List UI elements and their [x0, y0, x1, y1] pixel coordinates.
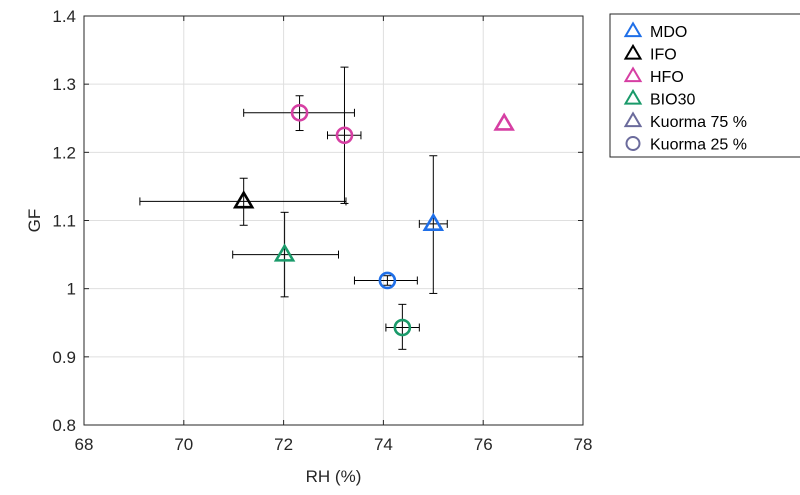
y-axis-label: GF — [25, 209, 44, 233]
legend: MDO IFO HFO BIO30 Kuorma 75 % Kuorma 25 % — [609, 13, 800, 158]
legend-marker-triangle — [623, 111, 643, 128]
legend-box — [609, 13, 800, 158]
legend-marker-triangle — [623, 88, 643, 105]
legend-marker-triangle — [623, 21, 643, 38]
y-tick-label: 1.3 — [52, 75, 76, 94]
x-tick-label: 76 — [474, 435, 493, 454]
y-tick-label: 1.4 — [52, 7, 76, 26]
data-point-bio30-circle — [393, 318, 412, 337]
y-tick-label: 1 — [67, 280, 76, 299]
data-point-bio30-triangle — [273, 243, 296, 262]
legend-label: MDO — [650, 24, 687, 41]
data-point-hfo-circle — [335, 126, 354, 145]
grid-lines — [83, 15, 584, 426]
y-tick-label: 1.2 — [52, 143, 76, 162]
y-tick-label: 0.9 — [52, 348, 76, 367]
legend-marker-triangle — [623, 66, 643, 83]
legend-marker-circle — [625, 136, 641, 151]
y-tick-label: 0.8 — [52, 416, 76, 435]
legend-label: IFO — [650, 47, 677, 64]
data-point-ifo-triangle — [232, 190, 255, 209]
x-tick-label: 72 — [274, 435, 293, 454]
data-point-hfo-triangle — [493, 112, 515, 131]
data-point-hfo-circle — [290, 103, 309, 122]
data-marks — [139, 66, 515, 350]
data-point-mdo-circle — [378, 271, 397, 290]
y-tick-label: 1.1 — [52, 212, 76, 231]
x-tick-label: 78 — [574, 435, 593, 454]
data-point-mdo-triangle — [422, 212, 445, 231]
x-tick-label: 74 — [374, 435, 393, 454]
x-tick-label: 68 — [75, 435, 94, 454]
legend-label: HFO — [650, 69, 684, 86]
x-tick-label: 70 — [174, 435, 193, 454]
legend-label: Kuorma 75 % — [650, 114, 747, 131]
legend-label: Kuorma 25 % — [650, 137, 747, 154]
legend-marker-triangle — [623, 43, 643, 60]
legend-label: BIO30 — [650, 92, 695, 109]
x-axis-label: RH (%) — [306, 467, 362, 486]
axis-ticks: 68 70 72 74 76 78 0.8 0.9 1 1.1 1.2 1.3 1.4 — [52, 7, 592, 454]
